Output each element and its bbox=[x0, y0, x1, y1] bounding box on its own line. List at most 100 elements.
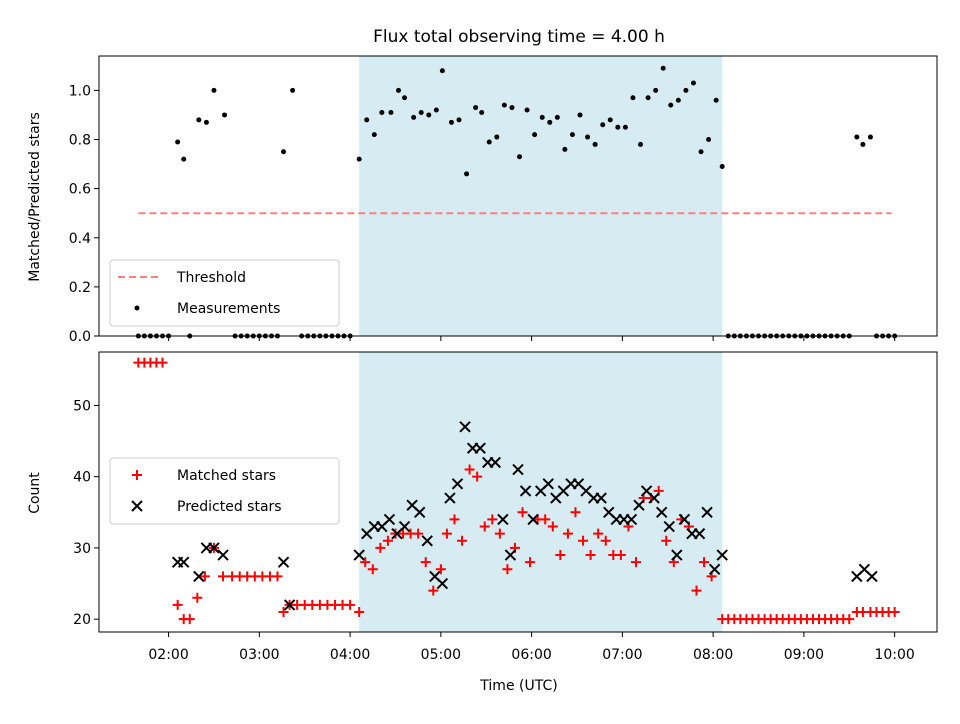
predicted-stars-marker bbox=[693, 527, 706, 540]
matched-stars-marker bbox=[615, 550, 626, 561]
measurement-point bbox=[554, 114, 560, 120]
legend-label: Threshold bbox=[176, 270, 246, 286]
measurement-point bbox=[860, 141, 866, 147]
measurement-point bbox=[600, 122, 606, 128]
measurement-point bbox=[473, 105, 479, 111]
measurement-point bbox=[203, 119, 209, 125]
measurement-point bbox=[630, 95, 636, 101]
legend: Threshold Measurements bbox=[109, 259, 340, 327]
measurement-point bbox=[585, 134, 591, 140]
predicted-stars-marker bbox=[655, 506, 668, 519]
measurement-point bbox=[356, 156, 362, 162]
matched-stars-marker bbox=[435, 564, 446, 575]
measurement-point bbox=[698, 149, 704, 155]
y-tick-label: 0.2 bbox=[69, 280, 91, 296]
matched-stars-marker bbox=[593, 528, 604, 539]
x-tick-label: 03:00 bbox=[239, 647, 279, 663]
matched-stars-marker bbox=[354, 607, 365, 618]
measurement-point bbox=[494, 134, 500, 140]
predicted-stars-marker bbox=[208, 542, 220, 554]
x-tick-label: 08:00 bbox=[693, 647, 733, 663]
observing-interval-shading bbox=[359, 56, 723, 336]
predicted-stars-marker bbox=[701, 506, 713, 519]
predicted-stars-marker bbox=[663, 520, 675, 533]
predicted-stars-marker bbox=[444, 492, 456, 504]
matched-stars-marker bbox=[345, 599, 356, 610]
measurement-point bbox=[607, 117, 613, 123]
x-tick-label: 10:00 bbox=[874, 647, 914, 663]
measurement-point bbox=[660, 65, 666, 71]
matched-stars-marker bbox=[367, 564, 378, 575]
measurement-point bbox=[281, 149, 287, 155]
measurement-point bbox=[411, 114, 417, 120]
predicted-stars-marker bbox=[451, 478, 464, 490]
ratio-panel: 0.0 0.2 0.4 0.6 0.8 1.0 Threshold Measurements bbox=[69, 55, 938, 345]
measurement-point bbox=[622, 124, 628, 130]
matched-stars-marker bbox=[540, 514, 551, 525]
measurement-point bbox=[448, 119, 454, 125]
matched-stars-marker bbox=[479, 521, 490, 532]
matched-stars-marker bbox=[661, 535, 672, 546]
matched-stars-marker bbox=[457, 535, 468, 546]
matched-stars-marker bbox=[525, 557, 536, 568]
measurement-point bbox=[675, 97, 681, 103]
matched-stars-marker bbox=[278, 607, 289, 618]
matched-stars-marker bbox=[691, 585, 702, 596]
predicted-stars-marker bbox=[277, 556, 290, 568]
predicted-stars-marker bbox=[283, 599, 296, 611]
y-tick-label: 0.4 bbox=[69, 231, 91, 247]
x-tick-label: 04:00 bbox=[330, 647, 370, 663]
predicted-stars-marker bbox=[193, 570, 205, 583]
measurement-point bbox=[509, 105, 515, 111]
measurement-point bbox=[577, 112, 583, 118]
matched-stars-marker bbox=[494, 528, 505, 539]
predicted-stars-marker bbox=[519, 485, 532, 497]
predicted-stars-marker bbox=[625, 513, 638, 526]
x-tick-label: 05:00 bbox=[421, 647, 461, 663]
measurement-point bbox=[479, 109, 485, 115]
predicted-stars-marker bbox=[178, 556, 190, 568]
measurement-point bbox=[396, 87, 402, 93]
measurement-point bbox=[690, 80, 696, 86]
measurement-point bbox=[426, 112, 432, 118]
chart-title: Flux total observing time = 4.00 h bbox=[373, 27, 665, 47]
y-tick-label: 40 bbox=[73, 470, 91, 486]
matched-stars-marker bbox=[555, 550, 566, 561]
top-panel-y-axis-label: Matched/Predicted stars bbox=[27, 112, 43, 282]
axes-frame bbox=[98, 55, 938, 337]
matched-stars-marker bbox=[570, 507, 581, 518]
predicted-stars-marker bbox=[421, 535, 433, 547]
matched-stars-marker bbox=[487, 514, 498, 525]
measurement-point bbox=[592, 141, 598, 147]
predicted-stars-marker bbox=[708, 563, 721, 576]
measurement-point bbox=[175, 139, 181, 145]
predicted-stars-marker bbox=[595, 492, 607, 504]
measurement-point bbox=[379, 109, 385, 115]
y-tick-label: 0.6 bbox=[69, 182, 91, 198]
predicted-stars-marker bbox=[542, 478, 554, 490]
predicted-stars-marker bbox=[489, 456, 502, 469]
matched-stars-marker bbox=[184, 614, 195, 625]
x-axis-label: Time (UTC) bbox=[479, 678, 557, 694]
measurement-point bbox=[181, 156, 187, 162]
legend-predicted-swatch bbox=[131, 500, 143, 512]
matched-stars-marker bbox=[630, 557, 641, 568]
predicted-stars-marker bbox=[504, 549, 517, 561]
predicted-stars-marker bbox=[398, 520, 411, 533]
measurement-point bbox=[456, 117, 462, 123]
measurement-point bbox=[668, 102, 674, 108]
y-tick-label: 20 bbox=[73, 612, 91, 628]
measurement-point bbox=[501, 102, 507, 108]
legend-label: Predicted stars bbox=[177, 499, 282, 515]
matched-stars-marker bbox=[517, 507, 528, 518]
legend-matched-swatch bbox=[132, 470, 142, 480]
y-tick-label: 30 bbox=[73, 541, 91, 557]
legend-box bbox=[109, 259, 340, 327]
matched-stars-marker bbox=[889, 607, 900, 618]
measurement-point bbox=[683, 87, 689, 93]
measurement-point bbox=[539, 114, 545, 120]
measurement-point bbox=[854, 134, 860, 140]
matched-stars-marker bbox=[502, 564, 513, 575]
